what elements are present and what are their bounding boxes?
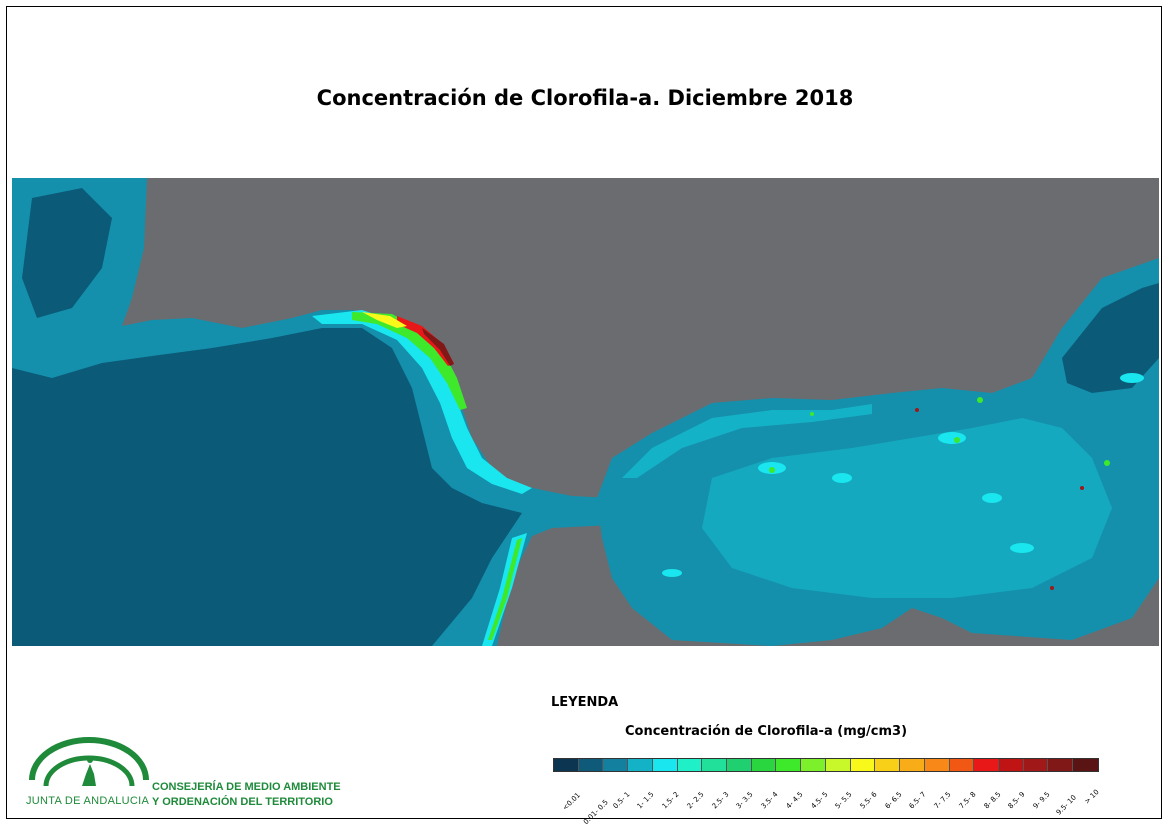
- legend-swatch: [727, 759, 752, 771]
- legend-tick-label: 2- 2.5: [685, 790, 706, 811]
- legend-subtitle: Concentración de Clorofila-a (mg/cm3): [625, 724, 908, 739]
- legend-swatch: [875, 759, 901, 771]
- legend-tick-labels: <0.01 0.01- 0.5 0.5- 1 1- 1.5 1.5- 2 2- 2.5 2.…: [553, 776, 1100, 826]
- legend-swatch: [825, 759, 851, 771]
- legend-swatch: [998, 759, 1024, 771]
- legend-swatch: [1048, 759, 1074, 771]
- legend-swatch: [652, 759, 678, 771]
- organization-name: JUNTA DE ANDALUCIA: [26, 795, 150, 807]
- atlantic-deep-nw: [22, 188, 112, 318]
- legend-tick-label: 4- 4.5: [784, 790, 805, 811]
- coastal-yellow: [362, 312, 407, 328]
- legend-swatch: [1073, 759, 1098, 771]
- alboran-mid: [702, 418, 1112, 598]
- legend-tick-label: 1.5- 2: [660, 790, 681, 811]
- legend-tick-label: 4.5- 5: [809, 790, 830, 811]
- legend-tick-label: 8- 8.5: [982, 790, 1003, 811]
- legend-swatch: [974, 759, 999, 771]
- coastal-hotspot-dark: [422, 328, 454, 366]
- legend-swatch: [850, 759, 876, 771]
- chlorophyll-map: [12, 178, 1159, 646]
- red-spots: [915, 408, 1084, 590]
- legend-swatch: [751, 759, 777, 771]
- legend-tick-label: 8.5- 9: [1006, 790, 1028, 811]
- legend-tick-label: 3- 3.5: [734, 790, 756, 811]
- legend-tick-label: 6- 6.5: [883, 790, 904, 811]
- legend-swatch: [603, 759, 629, 771]
- moroccan-coast-green: [488, 538, 522, 640]
- legend-colorbar: [553, 758, 1099, 772]
- coastal-hotspot: [397, 316, 454, 366]
- coastal-band: [312, 310, 532, 494]
- junta-logo: [29, 737, 149, 787]
- legend-swatch: [949, 759, 975, 771]
- legend-tick-label: 9.5- 10: [1054, 793, 1078, 817]
- map-frame: [6, 6, 1162, 819]
- legend-swatch: [801, 759, 826, 771]
- legend-tick-label: 9- 9.5: [1031, 790, 1052, 811]
- legend-swatch: [702, 759, 728, 771]
- legend-tick-label: <0.01: [561, 791, 583, 812]
- organization-department: CONSEJERÍA DE MEDIO AMBIENTE Y ORDENACIÓ…: [152, 780, 341, 810]
- legend-tick-label: 7.5- 8: [957, 790, 978, 811]
- legend-heading: LEYENDA: [551, 695, 619, 710]
- alboran-shelf: [622, 404, 872, 478]
- logo-figure-head: [87, 757, 93, 763]
- map-title: Concentración de Clorofila-a. Diciembre …: [316, 86, 854, 110]
- legend-tick-label: 0.01- 0.5: [581, 798, 610, 827]
- legend-swatch: [924, 759, 950, 771]
- department-line-2: Y ORDENACIÓN DEL TERRITORIO: [152, 796, 333, 808]
- legend-swatch: [776, 759, 802, 771]
- legend-tick-label: 0.5- 1: [611, 790, 632, 811]
- legend-swatch: [900, 759, 925, 771]
- legend-swatch: [628, 759, 653, 771]
- alboran-deep-ne: [1062, 283, 1159, 393]
- logo-arc-outer: [29, 737, 149, 781]
- legend-swatch: [554, 759, 579, 771]
- atlantic-deep: [12, 328, 522, 646]
- legend-swatch: [1023, 759, 1049, 771]
- legend-tick-label: 5.5- 6: [858, 790, 879, 811]
- legend-tick-label: 3.5- 4: [759, 790, 780, 811]
- legend-tick-label: 5- 5.5: [833, 790, 854, 811]
- coastal-green: [352, 312, 467, 410]
- legend-tick-label: 2.5- 3: [710, 790, 731, 811]
- logo-figure: [82, 764, 96, 786]
- department-line-1: CONSEJERÍA DE MEDIO AMBIENTE: [152, 781, 341, 793]
- legend-tick-label: 6.5- 7: [908, 790, 929, 811]
- legend-swatch: [677, 759, 703, 771]
- green-spots: [769, 397, 1110, 473]
- legend-swatch: [578, 759, 604, 771]
- legend-tick-label: 1- 1.5: [636, 790, 657, 811]
- legend-tick-label: 7- 7.5: [932, 790, 953, 811]
